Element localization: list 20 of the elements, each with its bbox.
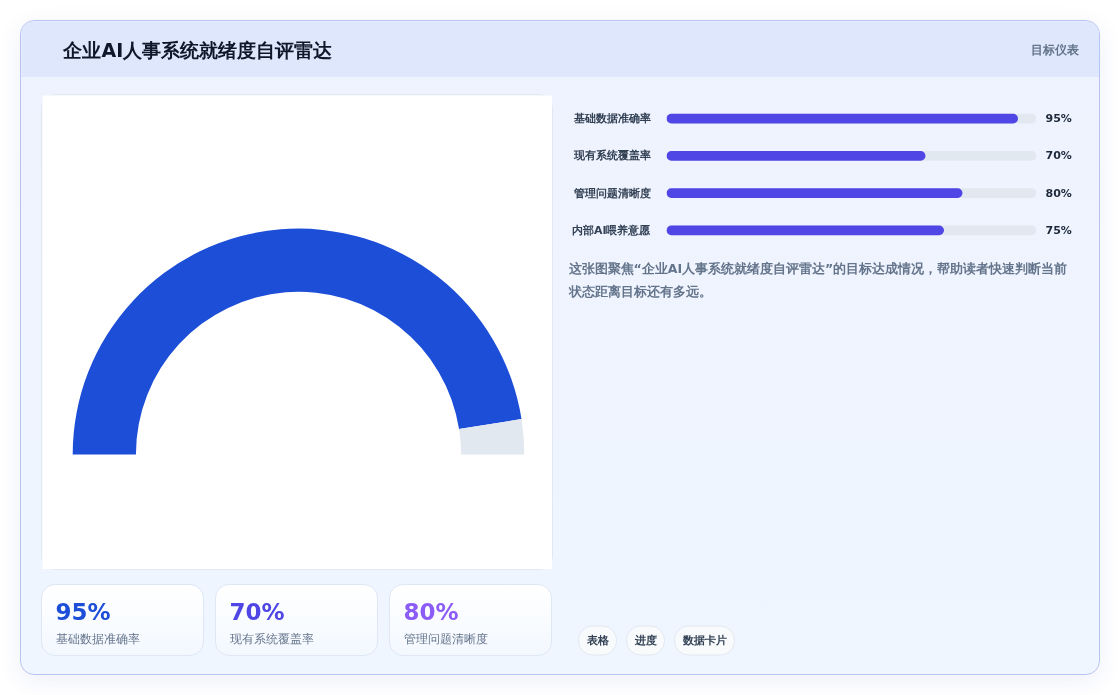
y-tick-label: 内部AI喂养意愿 [571,223,652,237]
data-label: 75% [1045,223,1072,237]
category-label: 管理问题清晰度 [403,631,488,646]
category-label: 基础数据准确率 [55,631,140,646]
data-label: 70% [229,598,285,625]
data-label: 70% [1045,149,1072,163]
y-tick-label: 现有系统覆盖率 [572,149,651,163]
chart-subtitle: 目标仪表 [1030,42,1080,57]
data-label: 80% [1045,186,1072,200]
text: 这张图聚焦“企业AI人事系统就绪度自评雷达”的目标达成情况，帮助读者快速判断当前状态距离目标还有多远。 [567,260,1068,299]
y-tick-label: 基础数据准确率 [572,112,651,126]
y-tick-label: 管理问题清晰度 [572,186,651,200]
text: 数据卡片 [681,634,727,647]
data-label: 95% [55,598,111,625]
data-label: 95% [1045,112,1072,126]
text: 表格 [585,634,610,647]
category-label: 现有系统覆盖率 [229,631,314,646]
data-label: 80% [403,598,459,625]
text: 进度 [633,634,657,647]
chart-title: 企业AI人事系统就绪度自评雷达 [62,38,334,61]
